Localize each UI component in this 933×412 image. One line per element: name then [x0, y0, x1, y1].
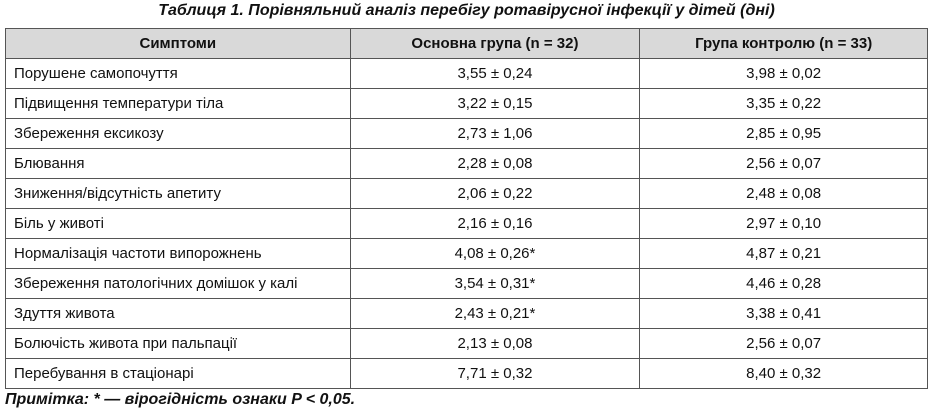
value-cell: 3,35 ± 0,22 [639, 88, 928, 119]
value-cell: 3,38 ± 0,41 [639, 298, 928, 329]
table-header: Симптоми Основна група (n = 32) Група ко… [5, 28, 928, 59]
value-cell: 2,48 ± 0,08 [639, 178, 928, 209]
table-row: Нормалізація частоти випорожнень 4,08 ± 0… [5, 238, 928, 269]
value-cell: 2,56 ± 0,07 [639, 148, 928, 179]
symptom-cell: Підвищення температури тіла [5, 88, 351, 119]
table-body: Порушене самопочуття 3,55 ± 0,24 3,98 ± 0,… [5, 58, 928, 389]
header-cell: Симптоми [5, 28, 351, 59]
value-cell: 3,22 ± 0,15 [349, 88, 641, 119]
table-row: Болючість живота при пальпації 2,13 ± 0,0… [5, 328, 928, 359]
symptom-cell: Блювання [5, 148, 351, 179]
value-cell: 4,08 ± 0,26* [349, 238, 641, 269]
header-cell: Основна група (n = 32) [349, 28, 641, 59]
symptom-cell: Біль у животі [5, 208, 351, 239]
symptom-cell: Збереження патологічних домішок у калі [5, 268, 351, 299]
value-cell: 2,43 ± 0,21* [349, 298, 641, 329]
value-cell: 2,85 ± 0,95 [639, 118, 928, 149]
value-cell: 4,87 ± 0,21 [639, 238, 928, 269]
header-cell: Група контролю (n = 33) [639, 28, 928, 59]
table-row: Здуття живота 2,43 ± 0,21* 3,38 ± 0,41 [5, 298, 928, 329]
value-cell: 2,97 ± 0,10 [639, 208, 928, 239]
value-cell: 3,55 ± 0,24 [349, 58, 641, 89]
value-cell: 4,46 ± 0,28 [639, 268, 928, 299]
table-note: Примітка: * — вірогідність ознаки P < 0,… [5, 391, 356, 408]
symptom-cell: Збереження ексикозу [5, 118, 351, 149]
table-row: Збереження ексикозу 2,73 ± 1,06 2,85 ± 0,9… [5, 118, 928, 149]
symptom-cell: Перебування в стаціонарі [5, 358, 351, 389]
symptom-cell: Нормалізація частоти випорожнень [5, 238, 351, 269]
comparison-table: Симптоми Основна група (n = 32) Група ко… [5, 28, 928, 389]
symptom-cell: Болючість живота при пальпації [5, 328, 351, 359]
header-row: Симптоми Основна група (n = 32) Група ко… [5, 28, 928, 59]
value-cell: 2,06 ± 0,22 [349, 178, 641, 209]
value-cell: 2,13 ± 0,08 [349, 328, 641, 359]
table-row: Біль у животі 2,16 ± 0,16 2,97 ± 0,10 [5, 208, 928, 239]
symptom-cell: Порушене самопочуття [5, 58, 351, 89]
value-cell: 2,28 ± 0,08 [349, 148, 641, 179]
value-cell: 7,71 ± 0,32 [349, 358, 641, 389]
symptom-cell: Зниження/відсутність апетиту [5, 178, 351, 209]
value-cell: 8,40 ± 0,32 [639, 358, 928, 389]
table-row: Підвищення температури тіла 3,22 ± 0,15 3,… [5, 88, 928, 119]
table-title: Таблиця 1. Порівняльний аналіз перебігу … [158, 2, 775, 19]
table-row: Порушене самопочуття 3,55 ± 0,24 3,98 ± 0,… [5, 58, 928, 89]
value-cell: 3,54 ± 0,31* [349, 268, 641, 299]
table-row: Зниження/відсутність апетиту 2,06 ± 0,22 2… [5, 178, 928, 209]
table-row: Перебування в стаціонарі 7,71 ± 0,32 8,40 … [5, 358, 928, 389]
symptom-cell: Здуття живота [5, 298, 351, 329]
table-row: Збереження патологічних домішок у калі 3,… [5, 268, 928, 299]
table-row: Блювання 2,28 ± 0,08 2,56 ± 0,07 [5, 148, 928, 179]
value-cell: 3,98 ± 0,02 [639, 58, 928, 89]
value-cell: 2,56 ± 0,07 [639, 328, 928, 359]
value-cell: 2,16 ± 0,16 [349, 208, 641, 239]
value-cell: 2,73 ± 1,06 [349, 118, 641, 149]
